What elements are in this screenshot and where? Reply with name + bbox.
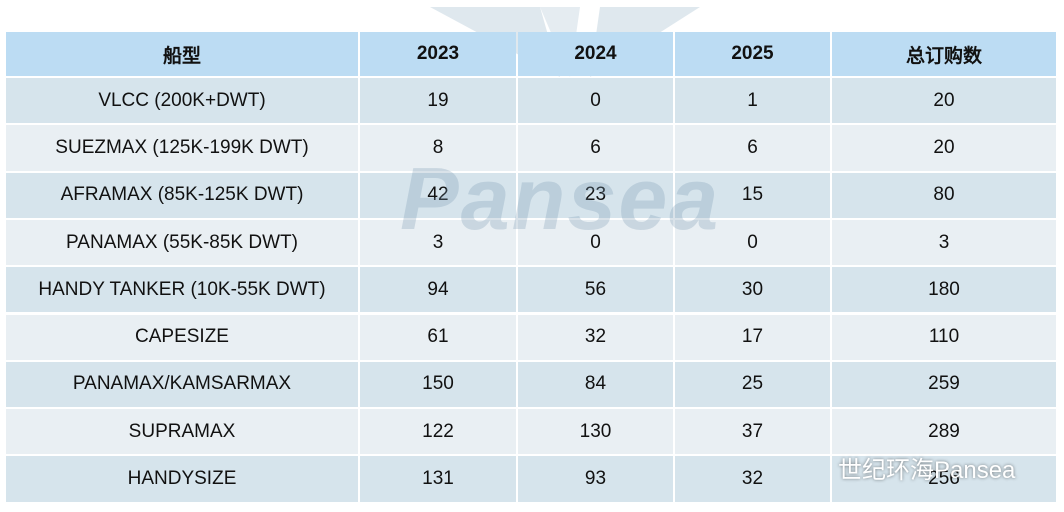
table-cell: 15 bbox=[675, 172, 830, 218]
table-cell: 150 bbox=[360, 361, 516, 408]
table-cell: 20 bbox=[832, 125, 1056, 171]
table-cell: SUEZMAX (125K-199K DWT) bbox=[6, 125, 358, 171]
table-cell: 256 bbox=[832, 456, 1056, 502]
table-cell: 3 bbox=[360, 219, 516, 266]
table-cell: 32 bbox=[675, 456, 830, 502]
table-cell: AFRAMAX (85K-125K DWT) bbox=[6, 172, 358, 218]
table-cell: 32 bbox=[518, 314, 673, 360]
table-cell: 30 bbox=[675, 267, 830, 313]
header-cell: 2023 bbox=[360, 32, 516, 76]
table-cell: 23 bbox=[518, 172, 673, 218]
table-cell: 6 bbox=[675, 125, 830, 171]
table-cell: SUPRAMAX bbox=[6, 409, 358, 455]
table-cell: 6 bbox=[518, 125, 673, 171]
table-cell: 17 bbox=[675, 314, 830, 360]
table-cell: 110 bbox=[832, 314, 1056, 360]
table-cell: 1 bbox=[675, 78, 830, 124]
table-cell: 8 bbox=[360, 125, 516, 171]
table-cell: PANAMAX (55K-85K DWT) bbox=[6, 219, 358, 266]
table-cell: CAPESIZE bbox=[6, 314, 358, 360]
table-cell: 20 bbox=[832, 78, 1056, 124]
header-cell: 2024 bbox=[518, 32, 673, 76]
table-cell: 0 bbox=[518, 219, 673, 266]
table-cell: 37 bbox=[675, 409, 830, 455]
table-cell: 80 bbox=[832, 172, 1056, 218]
table-cell: 19 bbox=[360, 78, 516, 124]
table-cell: HANDY TANKER (10K-55K DWT) bbox=[6, 267, 358, 313]
table-cell: 94 bbox=[360, 267, 516, 313]
table-cell: 180 bbox=[832, 267, 1056, 313]
table-cell: 0 bbox=[675, 219, 830, 266]
table-cell: 0 bbox=[518, 78, 673, 124]
table-cell: 122 bbox=[360, 409, 516, 455]
table-cell: 93 bbox=[518, 456, 673, 502]
table-cell: 56 bbox=[518, 267, 673, 313]
table-cell: VLCC (200K+DWT) bbox=[6, 78, 358, 124]
table-cell: 259 bbox=[832, 361, 1056, 408]
table-cell: 289 bbox=[832, 409, 1056, 455]
table-cell: 61 bbox=[360, 314, 516, 360]
table-cell: HANDYSIZE bbox=[6, 456, 358, 502]
header-cell: 总订购数 bbox=[832, 32, 1056, 76]
header-cell: 2025 bbox=[675, 32, 830, 76]
table-cell: 3 bbox=[832, 219, 1056, 266]
table-cell: 25 bbox=[675, 361, 830, 408]
table-cell: 84 bbox=[518, 361, 673, 408]
table-cell: PANAMAX/KAMSARMAX bbox=[6, 361, 358, 408]
header-cell: 船型 bbox=[6, 32, 358, 76]
table-cell: 130 bbox=[518, 409, 673, 455]
table-cell: 131 bbox=[360, 456, 516, 502]
table-cell: 42 bbox=[360, 172, 516, 218]
